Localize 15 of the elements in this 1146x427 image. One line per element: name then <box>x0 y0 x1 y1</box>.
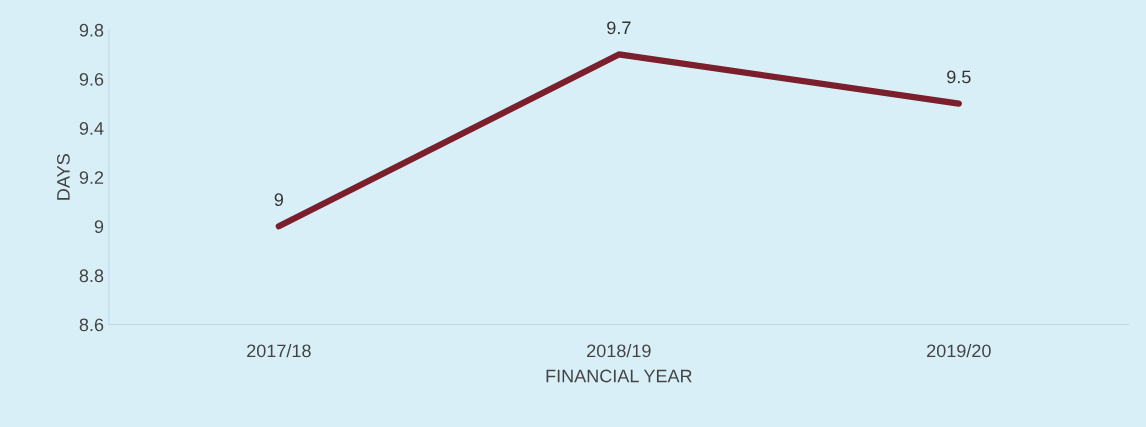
data-label: 9.5 <box>947 70 971 84</box>
y-tick-label: 8.8 <box>79 269 104 283</box>
y-tick-label: 9.8 <box>79 23 104 37</box>
data-label: 9.7 <box>607 21 631 35</box>
y-tick-label: 9.6 <box>79 72 104 86</box>
y-axis-title: DAYS <box>57 154 70 200</box>
y-tick-label: 8.6 <box>79 318 104 332</box>
y-tick-label: 9 <box>94 220 104 234</box>
data-label: 9 <box>274 193 284 207</box>
y-tick-label: 9.2 <box>79 171 104 184</box>
x-tick-label: 2017/18 <box>247 343 311 358</box>
x-tick-label: 2019/20 <box>927 343 991 358</box>
x-axis-title: FINANCIAL YEAR <box>546 369 692 383</box>
y-tick-label: 9.4 <box>79 122 104 135</box>
x-tick-label: 2018/19 <box>587 343 651 358</box>
